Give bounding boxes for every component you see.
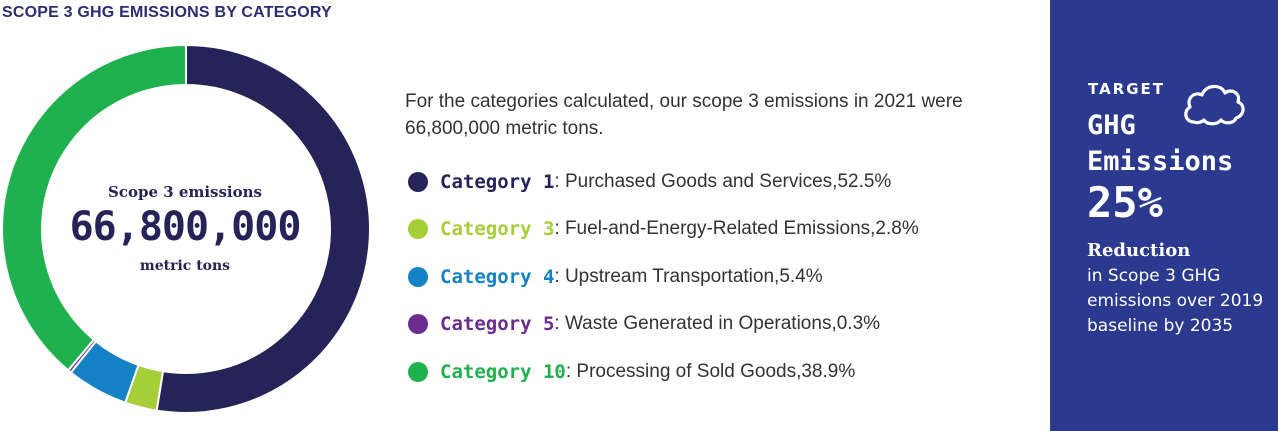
legend-label: : Fuel-and-Energy-Related Emissions, (554, 218, 876, 240)
legend-label: : Waste Generated in Operations, (554, 313, 837, 335)
legend-label: : Processing of Sold Goods, (565, 360, 802, 382)
legend-category: Category 1 (440, 170, 555, 193)
donut-chart (1, 44, 371, 414)
legend-label: : Purchased Goods and Services, (554, 170, 838, 192)
legend-value: 38.9% (801, 360, 856, 382)
legend-swatch (408, 361, 428, 382)
target-description: in Scope 3 GHG emissions over 2019 basel… (1087, 266, 1264, 336)
target-percent: 25% (1087, 178, 1163, 227)
legend-swatch (408, 171, 428, 192)
legend-item-category-5: Category 5: Waste Generated in Operation… (408, 301, 919, 349)
legend-item-category-10: Category 10: Processing of Sold Goods, 3… (408, 348, 919, 396)
intro-text: For the categories calculated, our scope… (405, 91, 963, 139)
legend-value: 52.5% (837, 170, 892, 192)
legend-swatch (408, 219, 428, 240)
legend-item-category-1: Category 1: Purchased Goods and Services… (408, 158, 919, 206)
target-headline: GHG Emissions (1087, 108, 1233, 180)
legend-item-category-4: Category 4: Upstream Transportation, 5.4… (408, 253, 919, 301)
center-value: 66,800,000 (69, 204, 302, 250)
page-title: SCOPE 3 GHG EMISSIONS BY CATEGORY (2, 4, 332, 21)
center-label: Scope 3 emissions (108, 183, 262, 201)
cloud-icon (1184, 84, 1245, 126)
legend-swatch (408, 266, 428, 287)
target-headline-line-1: GHG (1087, 110, 1136, 141)
legend-item-category-3: Category 3: Fuel-and-Energy-Related Emis… (408, 206, 919, 254)
legend: Category 1: Purchased Goods and Services… (408, 158, 919, 396)
legend-category: Category 3 (440, 218, 555, 241)
target-subhead: Reduction (1087, 240, 1191, 261)
legend-value: 2.8% (875, 218, 919, 240)
center-unit: metric tons (139, 258, 231, 274)
legend-value: 0.3% (836, 313, 881, 335)
donut-slice-category-1 (155, 44, 371, 414)
target-headline-line-2: Emissions (1087, 146, 1234, 177)
legend-swatch (408, 314, 428, 335)
legend-category: Category 4 (440, 265, 555, 288)
legend-label: : Upstream Transportation, (554, 265, 780, 287)
target-eyebrow: TARGET (1088, 80, 1166, 98)
legend-value: 5.4% (779, 265, 823, 287)
legend-category: Category 10 (440, 360, 566, 383)
target-panel: TARGET GHG Emissions 25% Reduction in Sc… (1050, 0, 1278, 431)
legend-category: Category 5 (440, 313, 555, 336)
donut-slice-category-10 (1, 44, 187, 372)
